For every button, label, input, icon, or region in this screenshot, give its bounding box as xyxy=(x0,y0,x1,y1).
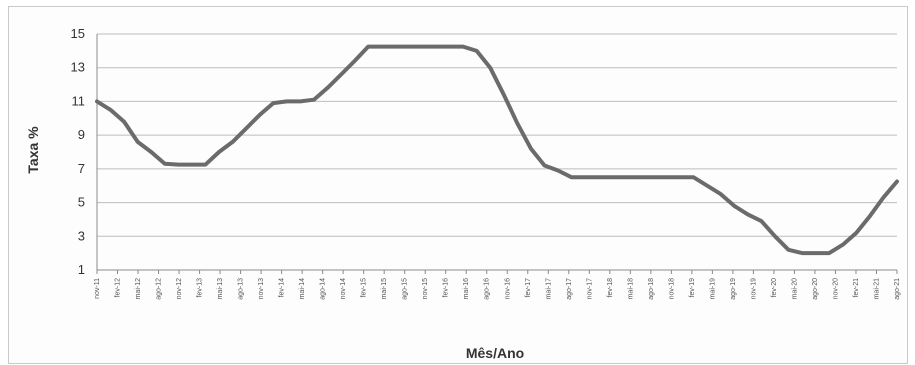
x-tick-label: mai-16 xyxy=(463,278,470,300)
x-tick-label: ago-15 xyxy=(402,278,409,300)
x-tick-labels: nov-11 fev-12 mai-12 ago-12 nov-12 fev-13 mai-… xyxy=(94,270,901,300)
chart-frame xyxy=(8,6,908,364)
y-tick-label: 13 xyxy=(71,60,85,75)
x-tick-label: ago-12 xyxy=(156,278,163,300)
x-tick-label: nov-11 xyxy=(94,278,101,299)
y-tick-label: 3 xyxy=(78,228,85,243)
x-tick-label: ago-17 xyxy=(566,278,573,300)
x-tick-label: mai-12 xyxy=(135,278,142,300)
x-tick-label: mai-13 xyxy=(217,278,224,300)
x-tick-label: ago-19 xyxy=(730,278,737,300)
x-tick-label: nov-15 xyxy=(422,278,429,300)
x-tick-label: fev-16 xyxy=(443,278,450,298)
y-tick-label: 1 xyxy=(78,262,85,277)
x-axis-title: Mês/Ano xyxy=(466,345,524,361)
y-axis-title: Taxa % xyxy=(25,126,41,174)
y-tick-label: 15 xyxy=(71,26,85,41)
x-tick-label: mai-20 xyxy=(791,278,798,300)
x-tick-label: nov-20 xyxy=(832,278,839,300)
x-tick-label: fev-15 xyxy=(361,278,368,298)
x-tick-label: fev-17 xyxy=(525,278,532,298)
x-tick-label: ago-18 xyxy=(648,278,655,300)
x-tick-label: fev-18 xyxy=(607,278,614,298)
axes xyxy=(96,34,897,271)
x-tick-label: mai-14 xyxy=(299,278,306,300)
series-line-0 xyxy=(95,44,899,256)
x-tick-label: fev-19 xyxy=(689,278,696,298)
x-tick-label: mai-19 xyxy=(709,278,716,300)
gridlines xyxy=(97,33,897,237)
x-tick-label: nov-18 xyxy=(668,278,675,300)
x-tick-label: nov-13 xyxy=(258,278,265,300)
x-tick-label: nov-16 xyxy=(504,278,511,300)
x-tick-label: nov-17 xyxy=(586,278,593,300)
x-tick-label: ago-20 xyxy=(812,278,819,300)
x-tick-label: ago-14 xyxy=(320,278,327,300)
y-tick-label: 11 xyxy=(72,93,86,108)
x-tick-label: fev-21 xyxy=(853,278,860,298)
x-tick-label: fev-20 xyxy=(771,278,778,298)
x-tick-label: mai-15 xyxy=(381,278,388,300)
x-tick-label: fev-13 xyxy=(197,278,204,298)
x-tick-label: mai-21 xyxy=(873,278,880,300)
x-tick-label: nov-14 xyxy=(340,278,347,300)
x-tick-label: nov-12 xyxy=(176,278,183,300)
x-tick-label: fev-12 xyxy=(115,278,122,298)
y-tick-label: 9 xyxy=(78,127,85,142)
x-tick-label: nov-19 xyxy=(750,278,757,300)
y-tick-label: 7 xyxy=(78,161,85,176)
x-tick-label: ago-16 xyxy=(484,278,491,300)
x-tick-label: mai-18 xyxy=(627,278,634,300)
y-tick-label: 5 xyxy=(78,195,85,210)
x-tick-label: ago-13 xyxy=(238,278,245,300)
x-tick-label: mai-17 xyxy=(545,278,552,300)
series-group xyxy=(95,44,899,256)
x-tick-label: ago-21 xyxy=(894,278,901,300)
x-tick-label: fev-14 xyxy=(279,278,286,298)
